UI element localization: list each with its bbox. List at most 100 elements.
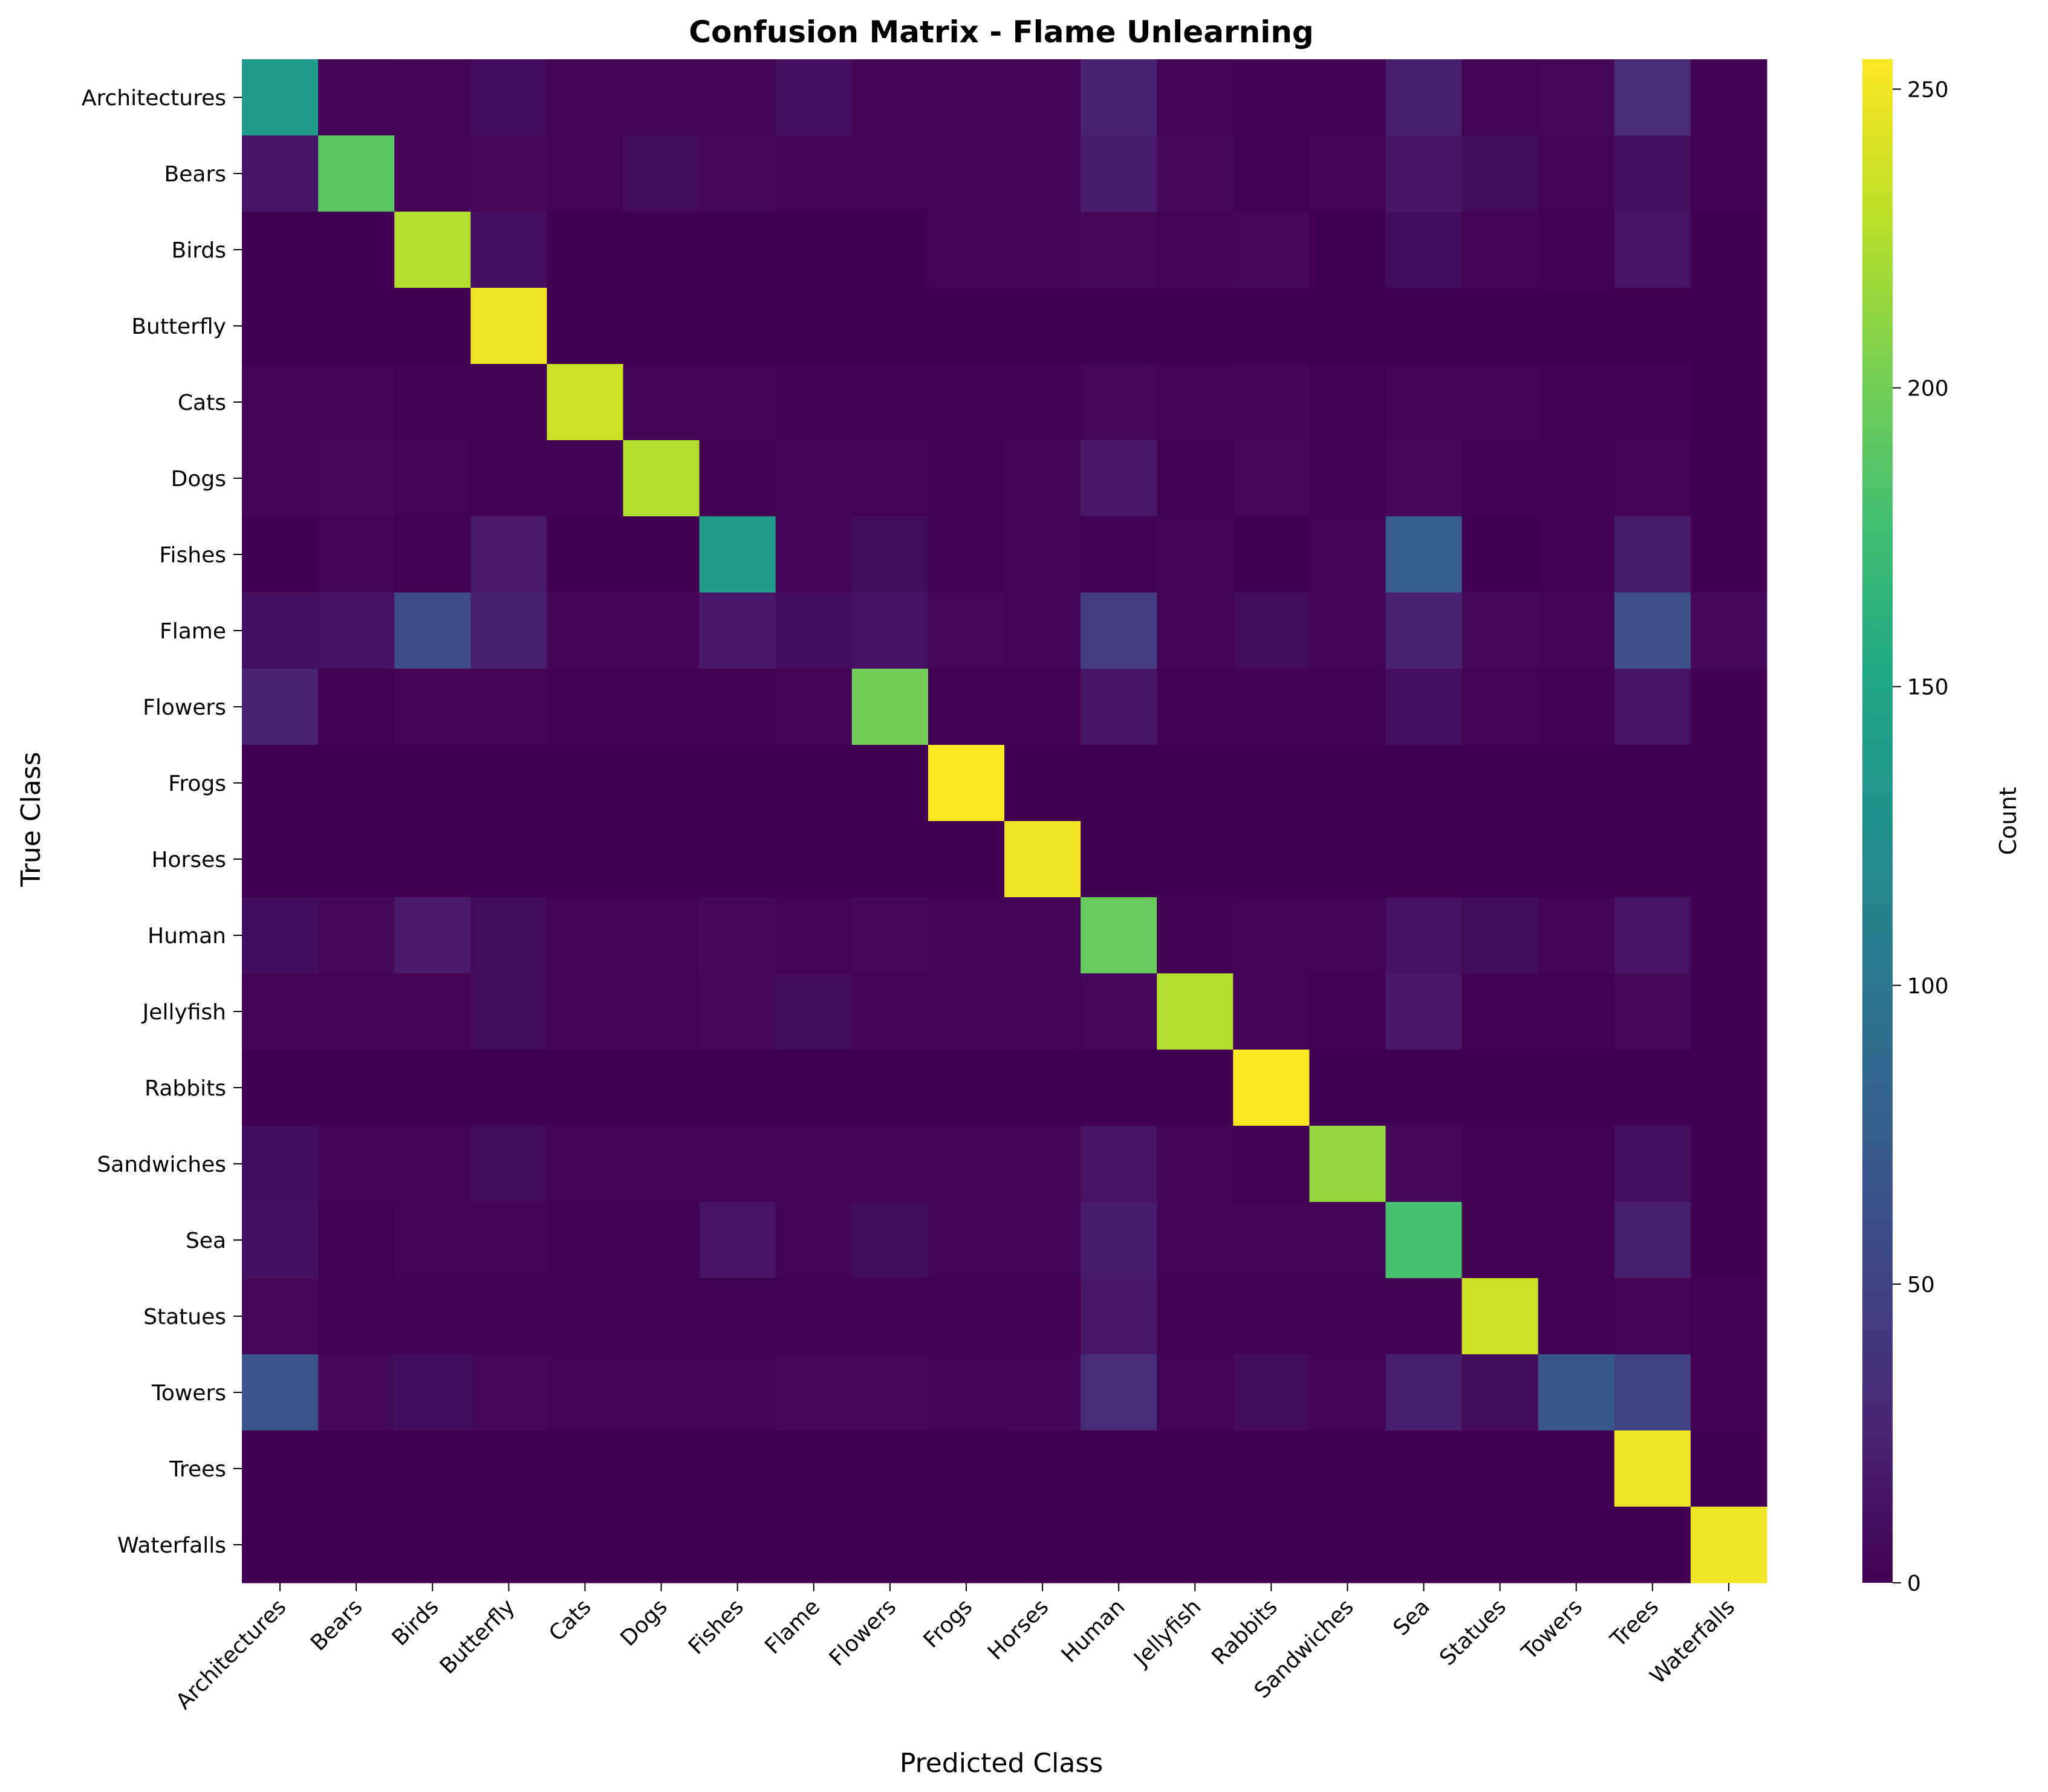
- heatmap-cell: [1309, 1050, 1386, 1126]
- heatmap-cell: [775, 288, 853, 365]
- heatmap-cell: [1157, 59, 1234, 136]
- heatmap-cell: [1690, 1050, 1767, 1126]
- heatmap-cell: [1461, 821, 1539, 898]
- heatmap-cell: [928, 59, 1005, 136]
- heatmap-cell: [394, 897, 471, 974]
- heatmap-cell: [547, 59, 624, 136]
- heatmap-cell: [470, 1354, 547, 1431]
- heatmap-cell: [394, 973, 471, 1050]
- heatmap-cell: [699, 1354, 776, 1431]
- x-tick-label: Jellyfish: [1128, 1594, 1206, 1672]
- heatmap-cell: [1233, 440, 1310, 517]
- heatmap-cell: [1385, 135, 1463, 212]
- heatmap-cell: [699, 59, 776, 136]
- heatmap-cell: [1538, 440, 1615, 517]
- heatmap-cell: [242, 1507, 319, 1583]
- heatmap-cell: [699, 1126, 776, 1203]
- heatmap-cell: [1614, 669, 1691, 745]
- heatmap-cell: [1081, 364, 1157, 441]
- heatmap-cell: [1233, 973, 1310, 1050]
- heatmap-cell: [470, 212, 547, 288]
- heatmap-cell: [1004, 973, 1081, 1050]
- y-tick-label: Architectures: [82, 86, 226, 111]
- heatmap-cell: [699, 821, 776, 898]
- heatmap-cell: [1081, 821, 1157, 898]
- heatmap-cell: [1309, 1126, 1386, 1203]
- heatmap-cell: [623, 440, 700, 517]
- heatmap-cell: [1081, 592, 1157, 669]
- heatmap-cell: [928, 897, 1005, 974]
- heatmap-cell: [1614, 745, 1691, 822]
- heatmap-cell: [1614, 212, 1691, 288]
- heatmap-cell: [1309, 1278, 1386, 1355]
- heatmap-cell: [394, 212, 471, 288]
- heatmap-cell: [623, 288, 700, 365]
- heatmap-cell: [1309, 745, 1386, 822]
- heatmap-cell: [470, 59, 547, 136]
- heatmap-cell: [851, 592, 929, 669]
- colorbar: [1862, 59, 1893, 1583]
- heatmap-cell: [928, 973, 1005, 1050]
- heatmap-cell: [394, 364, 471, 441]
- heatmap-cell: [1538, 288, 1615, 365]
- heatmap-cell: [1233, 821, 1310, 898]
- heatmap-cell: [1233, 364, 1310, 441]
- heatmap-cell: [1004, 1202, 1081, 1279]
- heatmap-cell: [851, 1278, 929, 1355]
- heatmap-cell: [318, 1507, 395, 1583]
- heatmap-cell: [242, 135, 319, 212]
- heatmap-cell: [1461, 669, 1539, 745]
- heatmap-cell: [699, 135, 776, 212]
- heatmap-cell: [775, 516, 853, 593]
- heatmap-cell: [1461, 1202, 1539, 1279]
- heatmap-cell: [851, 1430, 929, 1507]
- heatmap-cell: [1461, 1354, 1539, 1431]
- heatmap-cell: [1004, 59, 1081, 136]
- heatmap-cell: [470, 897, 547, 974]
- y-tick-label: Statues: [143, 1305, 226, 1329]
- heatmap-cell: [547, 1202, 624, 1279]
- heatmap-cell: [1157, 745, 1234, 822]
- heatmap-cell: [470, 288, 547, 365]
- heatmap-cell: [1004, 1430, 1081, 1507]
- heatmap-cell: [242, 440, 319, 517]
- y-tick-label: Butterfly: [131, 314, 226, 339]
- heatmap-cell: [1614, 1278, 1691, 1355]
- y-tick-label: Rabbits: [145, 1076, 226, 1101]
- heatmap-cell: [1157, 516, 1234, 593]
- colorbar-tick-label: 200: [1907, 377, 1949, 401]
- heatmap-cell: [1157, 1126, 1234, 1203]
- heatmap-cell: [1538, 669, 1615, 745]
- heatmap-cell: [318, 440, 395, 517]
- heatmap-cell: [1233, 1430, 1310, 1507]
- heatmap-cell: [1614, 364, 1691, 441]
- heatmap-cell: [1538, 1354, 1615, 1431]
- y-tick-label: Waterfalls: [117, 1533, 226, 1558]
- colorbar-tick-label: 100: [1907, 974, 1949, 999]
- heatmap-cell: [775, 669, 853, 745]
- heatmap-cell: [1157, 1507, 1234, 1583]
- heatmap-cell: [623, 592, 700, 669]
- heatmap-cell: [928, 440, 1005, 517]
- heatmap-cell: [1081, 516, 1157, 593]
- heatmap-cell: [1461, 1050, 1539, 1126]
- heatmap-cell: [547, 1430, 624, 1507]
- y-tick-label: Sea: [186, 1229, 226, 1253]
- heatmap-cell: [623, 1507, 700, 1583]
- heatmap-cell: [242, 1202, 319, 1279]
- heatmap-cell: [1004, 440, 1081, 517]
- heatmap-cell: [1233, 1278, 1310, 1355]
- heatmap-cell: [1614, 1354, 1691, 1431]
- colorbar-tick-label: 150: [1907, 675, 1949, 700]
- heatmap-cell: [318, 1126, 395, 1203]
- heatmap-cell: [928, 592, 1005, 669]
- heatmap-cell: [1004, 364, 1081, 441]
- heatmap-cell: [1385, 212, 1463, 288]
- heatmap-cell: [851, 1126, 929, 1203]
- heatmap-cell: [1385, 364, 1463, 441]
- heatmap-cell: [1309, 1354, 1386, 1431]
- heatmap-cell: [1309, 1507, 1386, 1583]
- heatmap-cell: [1004, 1050, 1081, 1126]
- heatmap-cell: [1538, 135, 1615, 212]
